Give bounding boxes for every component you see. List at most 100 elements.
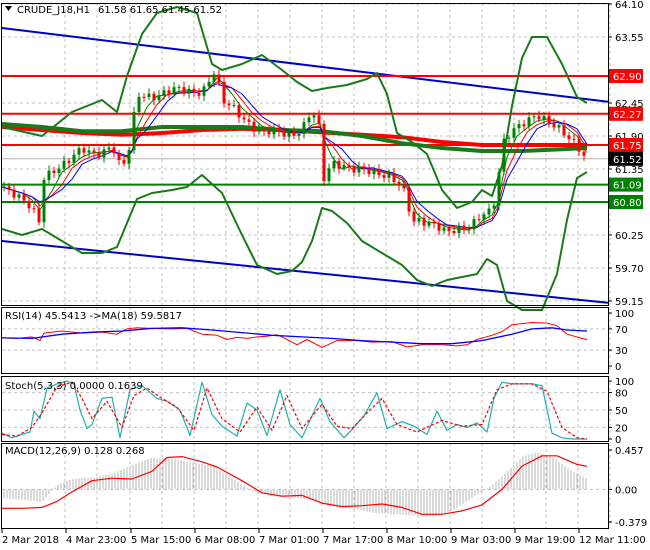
candle-bear[interactable] xyxy=(192,88,196,93)
candle-bear[interactable] xyxy=(277,127,281,132)
candle-bear[interactable] xyxy=(222,82,226,104)
candle-bear[interactable] xyxy=(247,119,251,122)
candle-bull[interactable] xyxy=(147,93,151,97)
candle-bear[interactable] xyxy=(292,131,296,136)
candle-bull[interactable] xyxy=(202,86,206,96)
candle-bull[interactable] xyxy=(297,133,301,136)
candle-bear[interactable] xyxy=(522,124,526,127)
candle-bull[interactable] xyxy=(517,124,521,129)
collapse-triangle-icon[interactable] xyxy=(5,6,12,11)
candle-bear[interactable] xyxy=(572,138,576,140)
candle-bull[interactable] xyxy=(77,148,81,155)
candle-bear[interactable] xyxy=(347,164,351,167)
candle-bull[interactable] xyxy=(457,225,461,233)
candle-bear[interactable] xyxy=(422,217,426,226)
candle-bull[interactable] xyxy=(427,222,431,226)
candle-bull[interactable] xyxy=(442,227,446,231)
candle-bear[interactable] xyxy=(52,170,56,174)
candle-bear[interactable] xyxy=(452,231,456,233)
candle-bull[interactable] xyxy=(502,138,506,172)
candle-bull[interactable] xyxy=(162,90,166,96)
candle-bull[interactable] xyxy=(417,217,421,222)
candle-bull[interactable] xyxy=(207,81,211,87)
candle-bull[interactable] xyxy=(257,129,261,132)
candle-bear[interactable] xyxy=(282,131,286,137)
candle-bull[interactable] xyxy=(487,208,491,215)
candle-bear[interactable] xyxy=(412,211,416,222)
candle-bear[interactable] xyxy=(82,148,86,153)
candle-bear[interactable] xyxy=(537,116,541,120)
candle-bull[interactable] xyxy=(542,115,546,120)
channel-line-upper[interactable] xyxy=(1,27,609,103)
candle-bear[interactable] xyxy=(392,173,396,182)
candle-bear[interactable] xyxy=(362,166,366,170)
candle-bear[interactable] xyxy=(337,160,341,169)
candle-bear[interactable] xyxy=(382,175,386,178)
candle-bull[interactable] xyxy=(177,87,181,89)
candle-bear[interactable] xyxy=(352,166,356,173)
candle-bear[interactable] xyxy=(217,74,221,83)
candle-bull[interactable] xyxy=(157,95,161,101)
candle-bear[interactable] xyxy=(167,90,171,94)
candle-bull[interactable] xyxy=(307,117,311,123)
candle-bull[interactable] xyxy=(507,137,511,139)
candle-bull[interactable] xyxy=(102,149,106,158)
candle-bear[interactable] xyxy=(252,121,256,132)
candle-bear[interactable] xyxy=(182,87,186,94)
candle-bear[interactable] xyxy=(552,123,556,128)
candle-bull[interactable] xyxy=(357,166,361,173)
candle-bear[interactable] xyxy=(407,188,411,212)
candle-bull[interactable] xyxy=(272,127,276,135)
candle-bear[interactable] xyxy=(267,130,271,135)
candle-bull[interactable] xyxy=(87,150,91,153)
candle-bull[interactable] xyxy=(232,105,236,107)
candle-bull[interactable] xyxy=(387,173,391,178)
candle-bear[interactable] xyxy=(547,115,551,124)
candle-bull[interactable] xyxy=(472,219,476,230)
candle-bear[interactable] xyxy=(367,169,371,175)
candle-bull[interactable] xyxy=(72,154,76,163)
candle-bull[interactable] xyxy=(2,186,6,188)
candle-bear[interactable] xyxy=(117,153,121,160)
candle-bull[interactable] xyxy=(47,170,51,181)
candle-bull[interactable] xyxy=(62,160,66,169)
candle-bull[interactable] xyxy=(312,115,316,118)
channel-line-lower[interactable] xyxy=(1,240,609,304)
candle-bear[interactable] xyxy=(317,115,321,125)
candle-bull[interactable] xyxy=(372,169,376,175)
candle-bull[interactable] xyxy=(127,150,131,164)
candle-bull[interactable] xyxy=(332,160,336,169)
candle-bear[interactable] xyxy=(97,152,101,158)
candle-bear[interactable] xyxy=(432,222,436,224)
candle-bear[interactable] xyxy=(397,181,401,186)
candle-bear[interactable] xyxy=(122,159,126,164)
candle-bear[interactable] xyxy=(447,227,451,232)
candle-bear[interactable] xyxy=(577,138,581,152)
candle-bear[interactable] xyxy=(237,105,241,118)
candle-bull[interactable] xyxy=(107,147,111,150)
candle-bear[interactable] xyxy=(22,194,26,201)
candle-bear[interactable] xyxy=(567,135,571,139)
candle-bear[interactable] xyxy=(402,185,406,189)
candle-bear[interactable] xyxy=(12,189,16,198)
candle-bear[interactable] xyxy=(242,117,246,120)
candle-bear[interactable] xyxy=(262,129,266,131)
candle-bull[interactable] xyxy=(492,205,496,209)
candle-bear[interactable] xyxy=(227,103,231,106)
candle-bear[interactable] xyxy=(322,124,326,182)
candle-bull[interactable] xyxy=(342,164,346,169)
candle-bear[interactable] xyxy=(197,92,201,96)
candle-bear[interactable] xyxy=(152,93,156,101)
candle-bear[interactable] xyxy=(142,96,146,98)
candle-bear[interactable] xyxy=(462,225,466,230)
candle-bull[interactable] xyxy=(497,171,501,206)
candle-bull[interactable] xyxy=(287,131,291,137)
candle-bull[interactable] xyxy=(482,214,486,220)
candle-bull[interactable] xyxy=(57,168,61,174)
price-pane[interactable]: 64.10 63.55 62.45 61.90 61.35 60.25 59.70 59.15… xyxy=(1,0,644,311)
candle-bear[interactable] xyxy=(477,219,481,221)
rsi-pane[interactable]: 100 70 30 0 xyxy=(1,307,635,374)
candle-bull[interactable] xyxy=(17,194,21,198)
candle-bear[interactable] xyxy=(67,160,71,163)
